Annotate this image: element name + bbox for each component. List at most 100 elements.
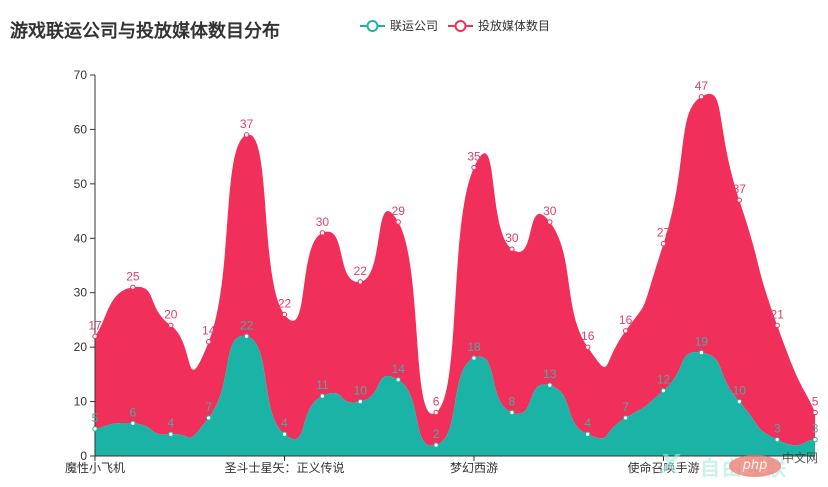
data-point[interactable] <box>774 436 780 443</box>
data-point[interactable] <box>622 328 629 334</box>
data-point[interactable] <box>698 94 705 100</box>
data-label: 8 <box>509 394 516 408</box>
data-label: 4 <box>281 416 288 430</box>
data-label: 22 <box>240 318 254 332</box>
data-point[interactable] <box>698 349 705 356</box>
data-label: 3 <box>774 422 781 436</box>
data-point[interactable] <box>774 322 780 329</box>
data-point[interactable] <box>130 284 136 290</box>
data-label: 35 <box>467 150 481 164</box>
data-point[interactable] <box>812 409 818 416</box>
data-label: 10 <box>354 384 368 398</box>
axes: 0 10 20 30 40 50 60 70 魔性小飞机 圣斗士星矢：正义传说 梦幻西游 使命召唤手游 <box>65 68 816 475</box>
data-label: 14 <box>392 362 406 376</box>
data-label: 7 <box>205 400 212 414</box>
data-label: 25 <box>126 269 140 283</box>
data-point[interactable] <box>281 311 288 318</box>
data-point[interactable] <box>357 279 363 285</box>
chart-title: 游戏联运公司与投放媒体数目分布 <box>10 21 280 42</box>
legend-item-media[interactable]: 投放媒体数目 <box>448 17 550 34</box>
data-point[interactable] <box>509 409 515 416</box>
data-point[interactable] <box>585 431 591 437</box>
data-point[interactable] <box>357 398 363 405</box>
data-point[interactable] <box>319 230 326 236</box>
data-point[interactable] <box>736 398 742 405</box>
data-label: 17 <box>88 318 102 332</box>
data-label: 21 <box>771 307 785 321</box>
data-point[interactable] <box>433 409 439 416</box>
y-tick-label: 70 <box>74 68 88 82</box>
data-label: 22 <box>354 264 368 278</box>
x-tick-label: 魔性小飞机 <box>65 460 125 475</box>
data-point[interactable] <box>206 415 212 421</box>
data-label: 16 <box>619 313 633 327</box>
data-point[interactable] <box>622 415 629 421</box>
data-label: 30 <box>505 231 519 245</box>
data-label: 2 <box>433 427 440 441</box>
data-label: 10 <box>733 384 747 398</box>
x-tick-label: 梦幻西游 <box>450 461 498 475</box>
data-label: 3 <box>812 422 819 436</box>
data-label: 12 <box>657 373 671 387</box>
area-companies <box>95 335 816 456</box>
data-point[interactable] <box>547 382 553 388</box>
data-label: 14 <box>202 324 216 338</box>
y-tick-label: 40 <box>74 231 88 245</box>
y-tick-label: 20 <box>74 340 88 354</box>
data-point[interactable] <box>433 442 439 448</box>
data-label: 30 <box>316 215 330 229</box>
y-tick-label: 30 <box>74 286 88 300</box>
data-point[interactable] <box>585 344 591 350</box>
data-label: 47 <box>695 79 709 93</box>
data-point[interactable] <box>660 241 667 247</box>
data-label: 6 <box>433 394 440 408</box>
data-label: 37 <box>733 182 747 196</box>
y-tick-label: 60 <box>74 122 88 136</box>
data-points <box>92 94 818 448</box>
data-label: 18 <box>467 340 481 354</box>
data-point[interactable] <box>130 420 136 427</box>
data-point[interactable] <box>471 164 477 171</box>
data-label: 13 <box>543 367 557 381</box>
data-point[interactable] <box>471 355 477 361</box>
data-point[interactable] <box>547 219 553 225</box>
x-tick-label: 圣斗士星矢：正义传说 <box>224 460 344 475</box>
data-point[interactable] <box>319 393 326 399</box>
data-label: 5 <box>92 411 99 425</box>
legend-item-companies[interactable]: 联运公司 <box>360 17 438 34</box>
y-tick-label: 50 <box>74 177 88 191</box>
data-label: 5 <box>812 394 819 408</box>
data-point[interactable] <box>206 339 212 345</box>
watermark-php-badge: php <box>729 455 781 477</box>
data-point[interactable] <box>168 431 174 437</box>
data-point[interactable] <box>281 431 288 437</box>
data-point[interactable] <box>736 197 742 203</box>
data-label: 7 <box>622 400 629 414</box>
data-label: 4 <box>167 416 174 430</box>
data-point[interactable] <box>243 132 250 138</box>
data-label: 30 <box>543 204 557 218</box>
data-point[interactable] <box>168 322 174 329</box>
x-tick-label: 使命召唤手游 <box>627 460 699 475</box>
data-label: 22 <box>278 296 292 310</box>
data-label: 20 <box>164 307 178 321</box>
data-point[interactable] <box>395 377 401 383</box>
data-point[interactable] <box>243 333 250 339</box>
legend-line-circle-icon <box>448 19 474 32</box>
y-tick-label: 0 <box>80 449 87 463</box>
data-point[interactable] <box>812 436 818 443</box>
data-label: 11 <box>316 378 329 392</box>
data-label: 37 <box>240 117 254 131</box>
data-label: 27 <box>657 226 671 240</box>
data-point[interactable] <box>395 219 401 225</box>
data-label: 4 <box>584 416 591 430</box>
legend-label: 联运公司 <box>390 19 439 33</box>
data-point[interactable] <box>660 387 667 394</box>
data-point[interactable] <box>92 426 98 432</box>
data-label: 29 <box>392 204 406 218</box>
data-point[interactable] <box>92 333 98 339</box>
legend: 联运公司 投放媒体数目 <box>360 17 550 34</box>
data-point[interactable] <box>509 246 515 252</box>
